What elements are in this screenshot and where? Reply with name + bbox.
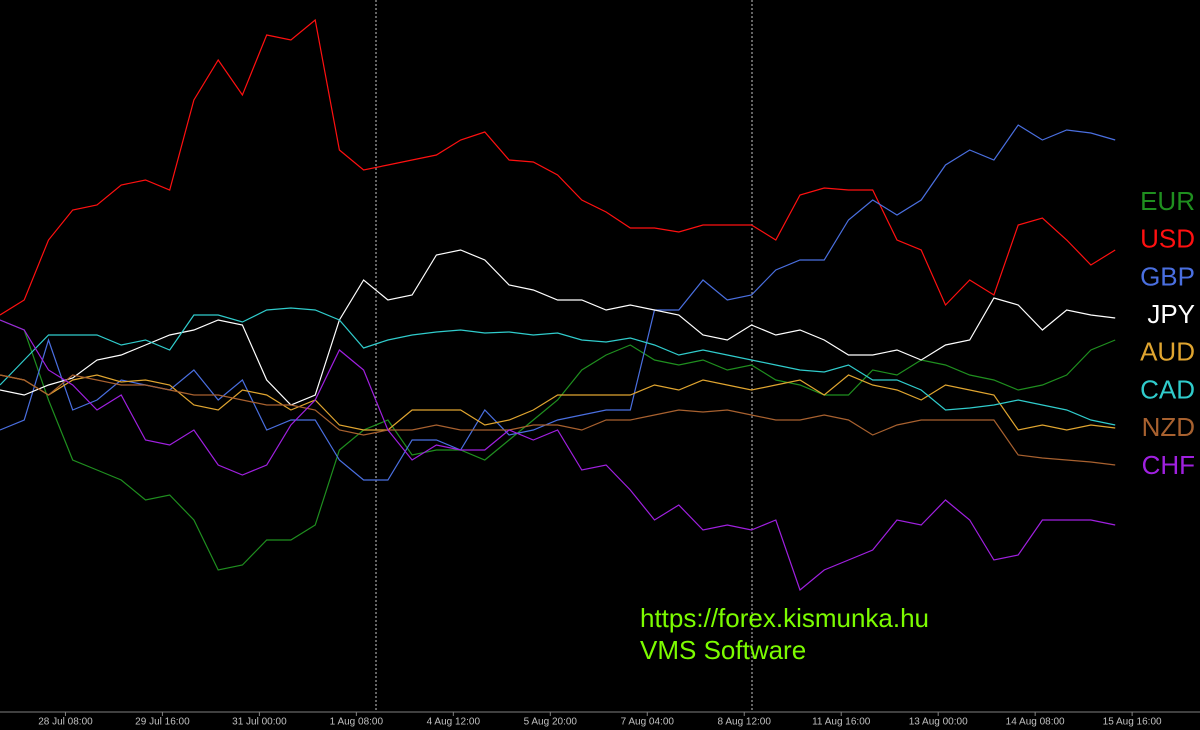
x-tick-label: 28 Jul 08:00	[38, 717, 93, 728]
x-tick-label: 4 Aug 12:00	[427, 717, 481, 728]
x-tick-label: 8 Aug 12:00	[718, 717, 772, 728]
x-tick-label: 11 Aug 16:00	[812, 717, 871, 728]
series-line	[0, 124, 1116, 481]
legend-entry: CHF	[1142, 450, 1195, 480]
series-line	[0, 319, 1116, 571]
series-line	[0, 319, 1116, 592]
x-tick-label: 1 Aug 08:00	[330, 717, 384, 728]
x-tick-label: 14 Aug 08:00	[1006, 717, 1065, 728]
x-tick-label: 31 Jul 00:00	[232, 717, 287, 728]
annotation: VMS Software	[640, 635, 806, 665]
legend-entry: GBP	[1140, 261, 1195, 291]
legend-entry: EUR	[1140, 186, 1195, 216]
x-tick-label: 15 Aug 16:00	[1103, 717, 1162, 728]
series-line	[0, 249, 1116, 406]
annotation: https://forex.kismunka.hu	[640, 603, 929, 633]
series-line	[0, 374, 1116, 466]
series-line	[0, 307, 1116, 426]
x-tick-label: 7 Aug 04:00	[621, 717, 675, 728]
legend-entry: JPY	[1147, 299, 1195, 329]
x-tick-label: 29 Jul 16:00	[135, 717, 190, 728]
legend-entry: CAD	[1140, 374, 1195, 404]
x-tick-label: 13 Aug 00:00	[909, 717, 968, 728]
legend-entry: USD	[1140, 224, 1195, 254]
series-line	[0, 18, 1116, 316]
legend-entry: NZD	[1142, 412, 1195, 442]
series-line	[0, 374, 1116, 431]
legend-entry: AUD	[1140, 337, 1195, 367]
x-tick-label: 5 Aug 20:00	[524, 717, 578, 728]
